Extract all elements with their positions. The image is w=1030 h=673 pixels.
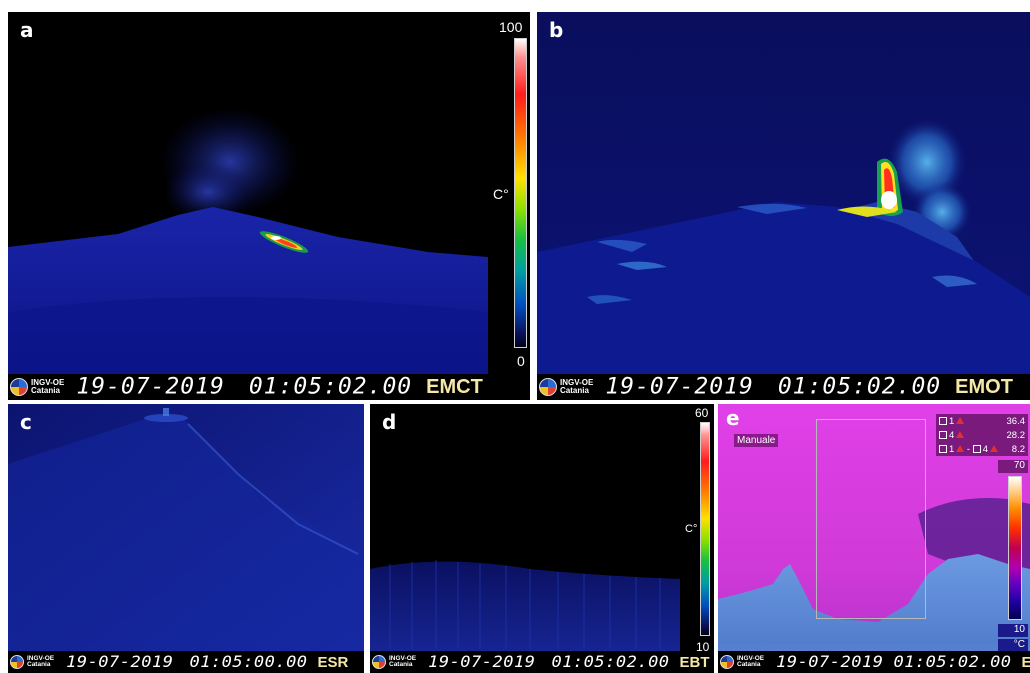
logo-line1: INGV-OE	[560, 378, 594, 387]
max-triangle-icon	[956, 445, 965, 453]
panel-label-c: c	[20, 410, 32, 434]
date-d: 19-07-2019	[428, 652, 536, 672]
ingv-logo-e: INGV-OE Catania	[720, 655, 764, 669]
logo-line2: Catania	[737, 661, 761, 668]
scale-min-label-d: 10	[696, 640, 710, 654]
logo-line2: Catania	[31, 386, 60, 395]
thermal-image-c	[8, 404, 364, 673]
ingv-logo-a: INGV-OE Catania	[10, 378, 64, 396]
ingv-logo-d: INGV-OE Catania	[372, 655, 416, 669]
color-scale-bar-a	[514, 38, 527, 348]
date-c: 19-07-2019	[66, 652, 174, 672]
ingv-logo-c: INGV-OE Catania	[10, 655, 54, 669]
scale-max-label-d: 60	[695, 406, 709, 420]
ingv-logo-b: INGV-OE Catania	[539, 378, 593, 396]
scale-unit-label-a: C°	[493, 186, 509, 202]
measurement-row: 4 28.2	[936, 428, 1028, 442]
timestamp-bar-a: INGV-OE Catania 19-07-2019 01:05:02.00 E…	[8, 374, 530, 400]
camera-id-c: ESR	[317, 653, 349, 671]
panel-e: e Manuale 1 36.4 4 28.2 1 - 4 8.2 70 10 …	[718, 404, 1030, 673]
measurement-roi-box	[816, 419, 926, 619]
logo-line1: INGV-OE	[737, 654, 765, 662]
panel-label-b: b	[549, 18, 564, 42]
scale-unit-label-d: C°	[685, 523, 698, 535]
timestamp-bar-b: INGV-OE Catania 19-07-2019 01:05:02.00 E…	[537, 374, 1030, 400]
panel-label-a: a	[20, 18, 34, 42]
globe-icon	[372, 655, 386, 669]
measurement-value: 36.4	[1006, 415, 1026, 427]
panel-d: d 60 C° 10 INGV-OE Catania 19-07-2019 01…	[370, 404, 714, 673]
camera-id-e: ENT	[1021, 653, 1030, 671]
scale-unit-label-e: °C	[998, 639, 1028, 652]
globe-icon	[10, 655, 24, 669]
logo-line2: Catania	[389, 661, 413, 668]
panel-label-e: e	[726, 406, 740, 430]
time-e: 01:05:02.00	[893, 652, 1012, 672]
camera-id-d: EBT	[679, 653, 710, 671]
timestamp-bar-c: INGV-OE Catania 19-07-2019 01:05:00.00 E…	[8, 651, 364, 673]
measurement-value: 8.2	[1011, 443, 1025, 455]
date-e: 19-07-2019	[776, 652, 884, 672]
globe-icon	[539, 378, 557, 396]
timestamp-bar-d: INGV-OE Catania 19-07-2019 01:05:02.00 E…	[370, 651, 714, 673]
globe-icon	[10, 378, 28, 396]
camera-id-a: EMCT	[426, 375, 483, 398]
roi-square-icon	[972, 444, 981, 453]
panel-a: a 100 C° 0 INGV-OE Catania 19-07-2019 01…	[8, 12, 530, 400]
thermal-image-d	[370, 404, 714, 673]
logo-line2: Catania	[27, 661, 51, 668]
time-c: 01:05:00.00	[189, 652, 308, 672]
logo-line1: INGV-OE	[389, 654, 417, 662]
max-triangle-icon	[956, 431, 965, 439]
logo-line1: INGV-OE	[27, 654, 55, 662]
scale-min-label-a: 0	[517, 353, 525, 369]
scale-max-label-a: 100	[499, 19, 523, 35]
scale-min-label-e: 10	[998, 624, 1028, 637]
panel-b: b INGV-OE Catania 19-07-2019 01:05:02.00…	[537, 12, 1030, 400]
timestamp-bar-e: INGV-OE Catania 19-07-2019 01:05:02.00 E…	[718, 651, 1030, 673]
time-d: 01:05:02.00	[551, 652, 670, 672]
measurement-value: 28.2	[1006, 429, 1026, 441]
color-scale-bar-e	[1008, 476, 1022, 620]
time-a: 01:05:02.00	[248, 374, 413, 400]
time-b: 01:05:02.00	[777, 374, 942, 400]
max-triangle-icon	[990, 445, 999, 453]
panel-c: c INGV-OE Catania 19-07-2019 01:05:00.00…	[8, 404, 364, 673]
logo-line1: INGV-OE	[31, 378, 65, 387]
thermal-image-b	[537, 12, 1030, 400]
max-triangle-icon	[956, 417, 965, 425]
globe-icon	[720, 655, 734, 669]
camera-id-b: EMOT	[955, 375, 1013, 398]
roi-square-icon	[939, 444, 947, 453]
logo-line2: Catania	[560, 386, 589, 395]
date-a: 19-07-2019	[76, 374, 225, 400]
measurement-row: 1 - 4 8.2	[936, 442, 1028, 456]
panel-label-d: d	[382, 410, 397, 434]
date-b: 19-07-2019	[605, 374, 754, 400]
measurement-row: 1 36.4	[936, 414, 1028, 428]
mode-label: Manuale	[734, 434, 779, 447]
roi-square-icon	[939, 416, 947, 425]
scale-max-label-e: 70	[998, 460, 1028, 473]
thermal-image-a	[8, 12, 530, 400]
color-scale-bar-d	[700, 422, 710, 636]
measurement-table: 1 36.4 4 28.2 1 - 4 8.2	[936, 414, 1028, 456]
roi-square-icon	[939, 430, 947, 439]
